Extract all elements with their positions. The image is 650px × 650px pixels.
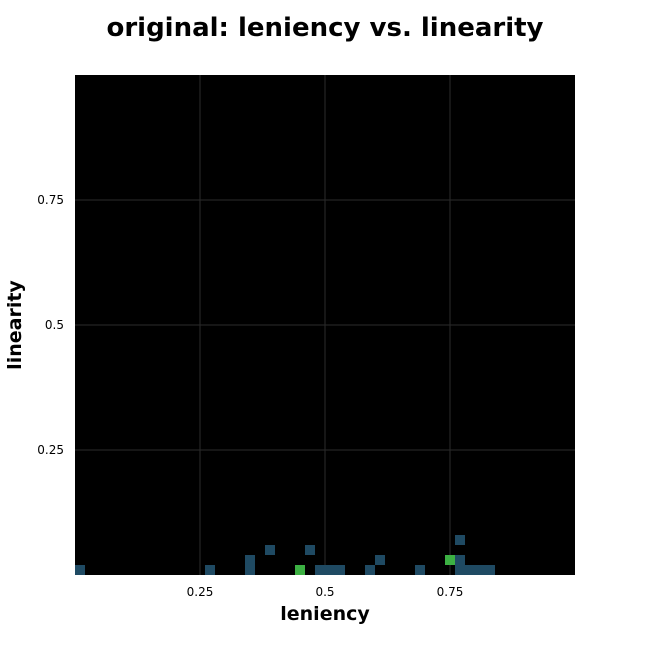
heatmap-cell-9 bbox=[335, 565, 345, 575]
y-axis-ticks: 0.25 0.5 0.75 bbox=[37, 193, 64, 457]
heatmap-cell-2 bbox=[245, 565, 255, 575]
x-axis-ticks: 0.25 0.5 0.75 bbox=[187, 585, 464, 599]
heatmap-cell-0 bbox=[75, 565, 85, 575]
x-tick-label-2: 0.75 bbox=[437, 585, 464, 599]
heatmap-cells bbox=[75, 535, 495, 575]
heatmap-cell-12 bbox=[415, 565, 425, 575]
heatmap-cell-7 bbox=[315, 565, 325, 575]
heatmap-cell-8 bbox=[325, 565, 335, 575]
heatmap-cell-11 bbox=[375, 555, 385, 565]
grid-lines bbox=[75, 75, 575, 575]
heatmap-cell-4 bbox=[265, 545, 275, 555]
heatmap-cell-16 bbox=[455, 535, 465, 545]
heatmap-cell-18 bbox=[475, 565, 485, 575]
x-tick-label-0: 0.25 bbox=[187, 585, 214, 599]
x-axis-label: leniency bbox=[280, 603, 370, 625]
heatmap-cell-14 bbox=[455, 565, 465, 575]
y-tick-label-0: 0.25 bbox=[37, 443, 64, 457]
chart-title: original: leniency vs. linearity bbox=[106, 13, 543, 43]
y-tick-label-1: 0.5 bbox=[45, 318, 64, 332]
heatmap-cell-13 bbox=[445, 555, 455, 565]
heatmap-cell-5 bbox=[295, 565, 305, 575]
heatmap-cell-17 bbox=[465, 565, 475, 575]
heatmap-cell-19 bbox=[485, 565, 495, 575]
heatmap-cell-6 bbox=[305, 545, 315, 555]
heatmap-cell-10 bbox=[365, 565, 375, 575]
heatmap-cell-1 bbox=[205, 565, 215, 575]
heatmap-cell-3 bbox=[245, 555, 255, 565]
x-tick-label-1: 0.5 bbox=[315, 585, 334, 599]
heatmap-cell-15 bbox=[455, 555, 465, 565]
y-tick-label-2: 0.75 bbox=[37, 193, 64, 207]
y-axis-label: linearity bbox=[4, 280, 26, 370]
